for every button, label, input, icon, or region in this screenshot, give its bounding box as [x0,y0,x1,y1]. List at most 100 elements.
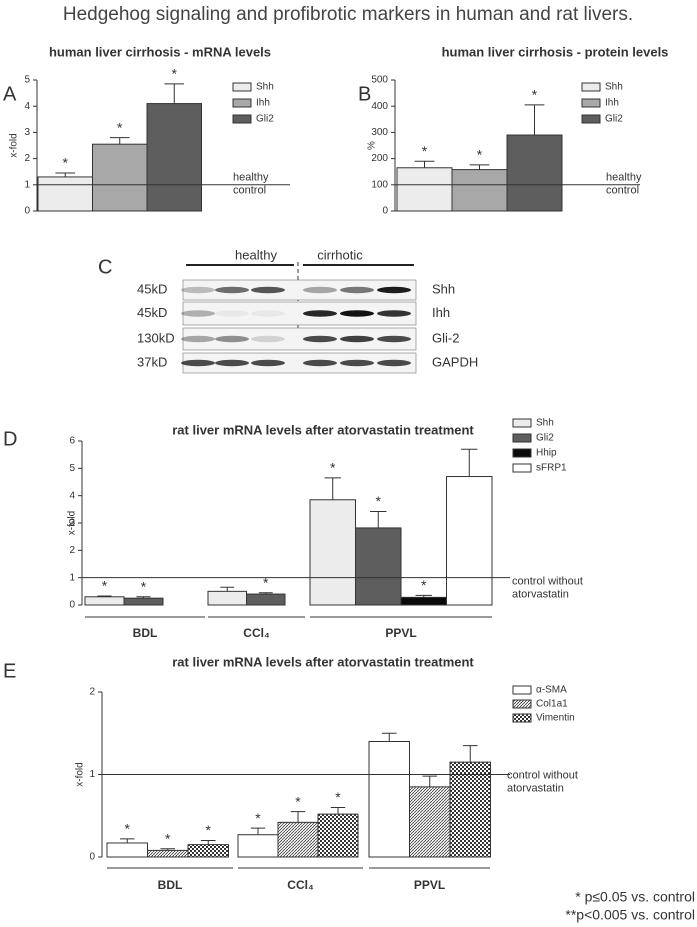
chart: human liver cirrhosis - protein levels% 0… [367,44,669,216]
y-tick-label: 3 [69,518,75,529]
blot-strip [182,327,417,351]
blot-band [303,335,337,343]
blot-band [377,286,411,294]
blot-band [215,359,249,367]
bar [92,143,148,212]
legend-swatch [512,463,532,473]
error-bar [200,840,216,845]
blot-band [251,359,285,367]
legend-label: Shh [605,82,623,93]
y-tick-label: 1 [69,572,75,583]
blot-protein: Shh [432,281,455,296]
significance-marker: * [255,810,261,826]
y-axis-label: x-fold [67,511,78,535]
blot-band [340,359,374,367]
blot-size: 45kD [137,305,167,320]
legend-label: Vimentin [536,713,575,724]
chart: human liver cirrhosis - mRNA levels x-fol… [9,44,290,217]
panel-letter: E [3,660,16,682]
legend-swatch [512,448,532,458]
error-bar [462,745,478,763]
legend-swatch [232,82,252,92]
blot-band [181,310,215,317]
group-label: PPVL [385,626,416,640]
error-bar [136,596,151,599]
bar [246,593,286,606]
significance-marker: * [63,155,69,171]
legend-label: Shh [536,418,554,429]
bar [449,761,491,858]
legend-swatch [581,82,601,92]
legend-swatch [512,699,532,709]
blot-band [215,335,249,343]
footnote: * p≤0.05 vs. control [575,889,695,905]
error-bar [109,137,130,145]
blot-size: 45kD [137,281,167,296]
significance-marker: * [141,579,147,595]
reference-label: control [233,185,266,197]
reference-label: healthy [233,172,269,184]
blot-protein: GAPDH [432,354,478,369]
reference-label: healthy [606,172,642,184]
group-label: CCl₄ [243,626,270,640]
legend-label: Shh [256,82,274,93]
panel-letter: D [3,428,17,450]
y-tick-label: 0 [24,206,30,217]
y-tick-label: 3 [24,127,30,138]
blot-band [251,335,285,343]
legend-swatch [512,418,532,428]
blot-size: 130kD [137,330,175,345]
blot-band [303,359,337,367]
error-bar [55,172,76,177]
error-bar [250,827,266,835]
bar [355,527,402,606]
significance-marker: * [165,830,171,846]
legend-label: Gli2 [256,114,274,125]
error-bar [164,83,185,104]
error-bar [160,848,176,851]
y-tick-label: 4 [24,101,30,112]
chart-title: human liver cirrhosis - protein levels [442,44,669,59]
y-tick-label: 200 [371,153,388,164]
blot-strip [182,301,417,326]
error-bar [290,811,306,823]
significance-marker: * [330,460,336,476]
blot-band [377,335,411,343]
blot-band [303,310,337,317]
blot-protein: Ihh [432,305,450,320]
y-tick-label: 0 [89,852,95,863]
legend-label: Gli2 [605,114,623,125]
significance-marker: * [376,493,382,509]
bar [309,499,356,606]
y-tick-label: 4 [69,490,75,501]
bar [317,813,359,858]
legend-label: α-SMA [536,685,567,696]
bar [409,786,451,858]
chart-title: rat liver mRNA levels after atorvastatin… [172,422,474,437]
legend-swatch [512,713,532,723]
group-label: BDL [158,878,183,892]
blot-band [303,286,337,294]
reference-label: atorvastatin [507,782,564,794]
bar [146,103,202,212]
error-bar [370,511,387,528]
y-tick-label: 2 [24,153,30,164]
panel-letter: A [3,83,17,105]
legend-swatch [512,685,532,695]
blot-band [181,335,215,343]
legend-swatch [581,98,601,108]
error-bar [324,477,341,500]
blot-strip [182,279,417,301]
y-tick-label: 2 [89,687,95,698]
error-bar [119,838,135,843]
significance-marker: * [335,789,341,805]
blot-group-label: healthy [235,247,277,262]
legend-label: Gli2 [536,433,554,444]
bar [237,834,279,858]
legend-label: sFRP1 [536,463,567,474]
significance-marker: * [532,87,538,103]
blot-band [215,310,249,317]
error-bar [220,586,235,592]
chart: rat liver mRNA levels after atorvastatin… [75,654,578,892]
legend-swatch [232,114,252,124]
